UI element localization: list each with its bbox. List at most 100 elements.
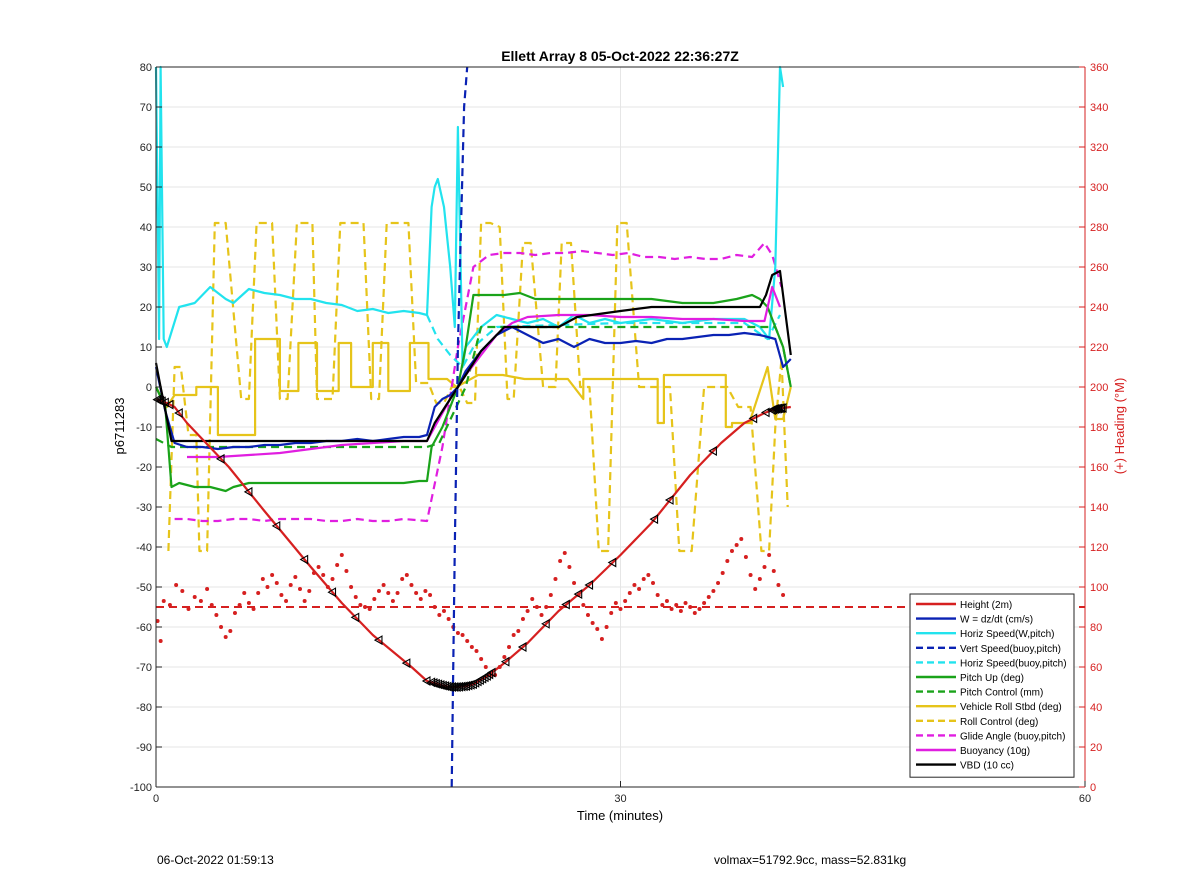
heading-point	[762, 565, 767, 569]
y-tick-label: -100	[130, 782, 152, 794]
heading-point	[455, 631, 460, 635]
heading-point	[692, 611, 697, 615]
heading-point	[483, 665, 488, 669]
heading-point	[511, 633, 516, 637]
heading-point	[702, 601, 707, 605]
trajectory-marker	[160, 397, 169, 408]
trajectory-marker	[164, 399, 174, 410]
x-tick-label: 0	[153, 793, 159, 805]
series-line-height	[155, 397, 791, 689]
heading-point	[697, 607, 702, 611]
y-axis-label-right: (+) Heading (°M)	[1112, 378, 1127, 475]
y-tick-label: 70	[140, 102, 152, 114]
heading-point	[516, 629, 521, 633]
heading-point	[637, 587, 642, 591]
heading-point	[381, 583, 386, 587]
heading-point	[428, 593, 433, 597]
heading-point	[604, 625, 609, 629]
y-tick-label-right: 40	[1090, 702, 1102, 714]
heading-point	[279, 593, 284, 597]
series-line-pitch_ctrl	[155, 325, 792, 449]
heading-point	[192, 595, 197, 599]
legend: Height (2m) W = dz/dt (cm/s) Horiz Speed(W…	[909, 593, 1075, 778]
series-line-pitch	[155, 291, 792, 493]
trajectory-marker	[215, 453, 225, 464]
heading-point	[660, 603, 665, 607]
heading-point	[725, 559, 730, 563]
heading-point	[534, 605, 539, 609]
trajectory-marker	[517, 642, 527, 652]
heading-point	[307, 589, 312, 593]
trajectory-marker	[465, 679, 475, 690]
heading-point	[767, 553, 772, 557]
heading-point	[479, 657, 484, 661]
heading-point	[743, 555, 748, 559]
y-tick-label-right: 240	[1090, 302, 1108, 314]
trajectory-marker	[299, 554, 309, 565]
heading-point	[344, 569, 349, 573]
heading-point	[274, 581, 279, 585]
trajectory-marker	[573, 589, 583, 600]
series-line-vbd	[154, 269, 792, 443]
heading-point	[678, 609, 683, 613]
heading-point	[174, 583, 179, 587]
trajectory-marker	[243, 486, 253, 497]
y-tick-label-right: 20	[1090, 742, 1102, 754]
heading-point	[441, 609, 446, 613]
heading-point	[288, 583, 293, 587]
heading-point	[553, 577, 558, 581]
heading-point	[688, 605, 693, 609]
trajectory-marker	[607, 557, 617, 568]
heading-point	[251, 607, 256, 611]
heading-point	[198, 599, 203, 603]
heading-point	[270, 573, 275, 577]
heading-point	[395, 591, 400, 595]
heading-point	[706, 595, 711, 599]
y-tick-label: 40	[140, 222, 152, 234]
heading-point	[771, 569, 776, 573]
trajectory-marker	[327, 587, 337, 598]
heading-point	[465, 639, 470, 643]
heading-point	[260, 577, 265, 581]
heading-point	[180, 589, 185, 593]
heading-point	[530, 597, 535, 601]
footer-timestamp: 06-Oct-2022 01:59:13	[157, 853, 274, 867]
x-tick-label: 60	[1079, 793, 1091, 805]
heading-point	[781, 593, 786, 597]
heading-point	[655, 593, 660, 597]
axes: 0 30 60-100-90-80-70-60-50-40-30-20-100102…	[130, 62, 1108, 805]
legend-label-vbd: VBD (10 cc)	[960, 761, 1014, 772]
y-tick-label: 30	[140, 262, 152, 274]
y-tick-label-right: 340	[1090, 102, 1108, 114]
series-line-horiz	[154, 65, 785, 369]
heading-point	[363, 605, 368, 609]
y-tick-label: 80	[140, 62, 152, 74]
y-tick-label-right: 180	[1090, 422, 1108, 434]
trajectory-marker	[541, 618, 550, 629]
y-tick-label-right: 140	[1090, 502, 1108, 514]
y-tick-label: 60	[140, 142, 152, 154]
trajectory-marker	[500, 656, 510, 667]
y-tick-label-right: 80	[1090, 622, 1102, 634]
heading-point	[446, 617, 451, 621]
heading-point	[358, 603, 363, 607]
heading-point	[167, 603, 172, 607]
heading-point	[609, 611, 614, 615]
legend-label-roll_ctrl: Roll Control (deg)	[960, 717, 1038, 728]
heading-point	[627, 591, 632, 595]
y-tick-label: -80	[136, 702, 152, 714]
heading-point	[237, 603, 242, 607]
legend-label-buoy: Buoyancy (10g)	[960, 746, 1030, 757]
y-tick-label: 20	[140, 302, 152, 314]
legend-label-pitch_ctrl: Pitch Control (mm)	[960, 688, 1043, 699]
legend-label-vert_buoy: Vert Speed(buoy,pitch)	[960, 644, 1061, 655]
heading-point	[734, 543, 739, 547]
heading-point	[646, 573, 651, 577]
y-tick-label-right: 360	[1090, 62, 1108, 74]
heading-point	[404, 573, 409, 577]
trajectory-marker	[774, 403, 784, 414]
heading-point	[520, 617, 525, 621]
heading-point	[284, 599, 289, 603]
heading-point	[502, 655, 507, 659]
heading-point	[669, 607, 674, 611]
